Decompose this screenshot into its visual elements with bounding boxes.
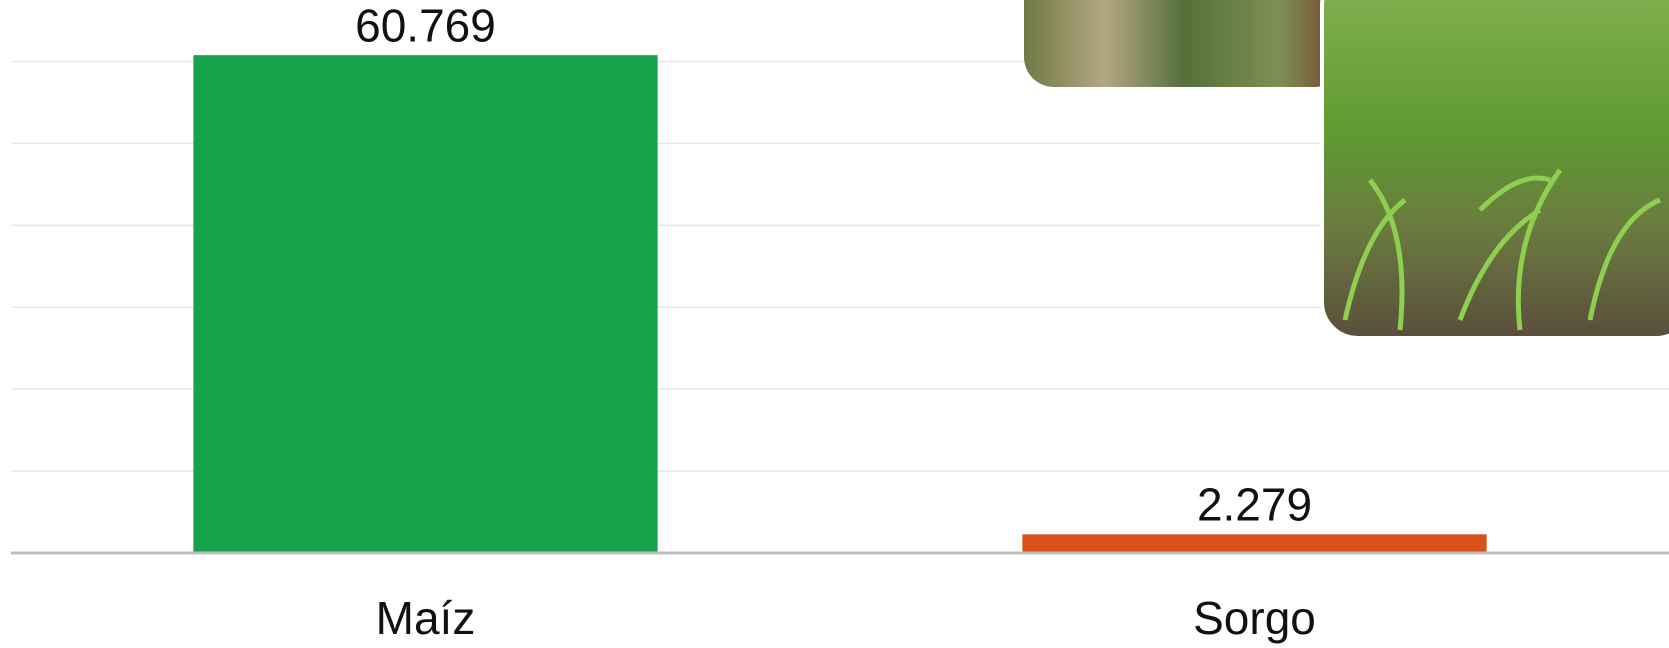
sorghum-photo bbox=[1024, 0, 1344, 87]
x-tick-label: Sorgo bbox=[1193, 592, 1316, 644]
corn-leaves bbox=[1342, 168, 1661, 331]
value-label: 60.769 bbox=[355, 0, 496, 51]
corn-photo bbox=[1320, 0, 1669, 340]
x-tick-label: Maíz bbox=[376, 592, 476, 644]
bar bbox=[1022, 534, 1487, 553]
bar bbox=[193, 55, 658, 553]
decorative-photos bbox=[1024, 0, 1669, 340]
value-label: 2.279 bbox=[1197, 478, 1312, 530]
